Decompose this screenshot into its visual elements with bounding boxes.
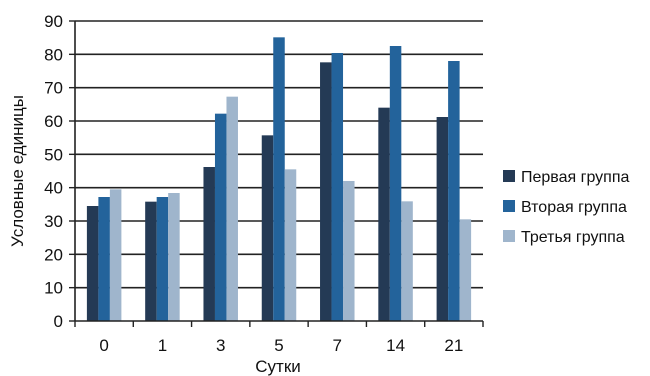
bar-1-5	[261, 135, 274, 321]
bar-1-3	[203, 167, 215, 321]
bar-2-5	[273, 37, 285, 321]
legend-label-1: Первая группа	[521, 169, 630, 186]
bar-2-3	[214, 113, 227, 322]
y-tick-label: 30	[44, 212, 63, 231]
bars	[86, 37, 472, 322]
legend-swatch-2	[503, 200, 515, 212]
y-tick-label: 80	[44, 45, 63, 64]
x-tick-label: 14	[386, 336, 405, 355]
x-tick-label: 21	[444, 336, 463, 355]
x-tick-label: 3	[216, 336, 225, 355]
bar-2-21	[448, 61, 460, 321]
y-tick-label: 20	[44, 245, 63, 264]
bar-3-7	[343, 181, 355, 321]
x-tick-labels: 0 1 3 5 7 14 21	[99, 336, 463, 355]
bar-2-1	[156, 197, 169, 321]
bar-3-14	[401, 201, 413, 321]
bar-3-1	[168, 193, 180, 321]
x-axis-title: Сутки	[255, 357, 301, 376]
bar-1-1	[145, 201, 157, 321]
y-axis-title: Условные единицы	[8, 95, 27, 247]
x-tick-label: 0	[99, 336, 108, 355]
bar-2-7	[331, 53, 344, 321]
axes	[69, 20, 484, 327]
legend: Первая группа Вторая группа Третья группа	[503, 169, 630, 246]
legend-label-3: Третья группа	[521, 229, 625, 246]
y-tick-label: 40	[44, 179, 63, 198]
bar-1-14	[378, 107, 390, 322]
bar-1-21	[436, 117, 449, 321]
y-tick-labels: 0 10 20 30 40 50 60 70 80 90	[44, 12, 63, 331]
x-tick-label: 5	[274, 336, 283, 355]
y-tick-label: 10	[44, 279, 63, 298]
bar-1-7	[320, 62, 332, 321]
y-tick-label: 50	[44, 145, 63, 164]
y-tick-label: 60	[44, 112, 63, 131]
legend-swatch-1	[503, 170, 515, 182]
legend-swatch-3	[503, 230, 515, 242]
bar-3-3	[226, 96, 238, 322]
legend-label-2: Вторая группа	[521, 199, 627, 216]
bar-3-5	[284, 169, 297, 321]
x-tick-label: 7	[333, 336, 342, 355]
bar-2-0	[98, 197, 110, 321]
y-tick-label: 70	[44, 79, 63, 98]
bar-3-0	[109, 189, 122, 321]
bar-2-14	[389, 46, 402, 321]
bar-3-21	[459, 219, 472, 321]
y-tick-label: 0	[54, 312, 63, 331]
bar-1-0	[86, 206, 99, 321]
y-tick-label: 90	[44, 12, 63, 31]
x-tick-label: 1	[158, 336, 167, 355]
